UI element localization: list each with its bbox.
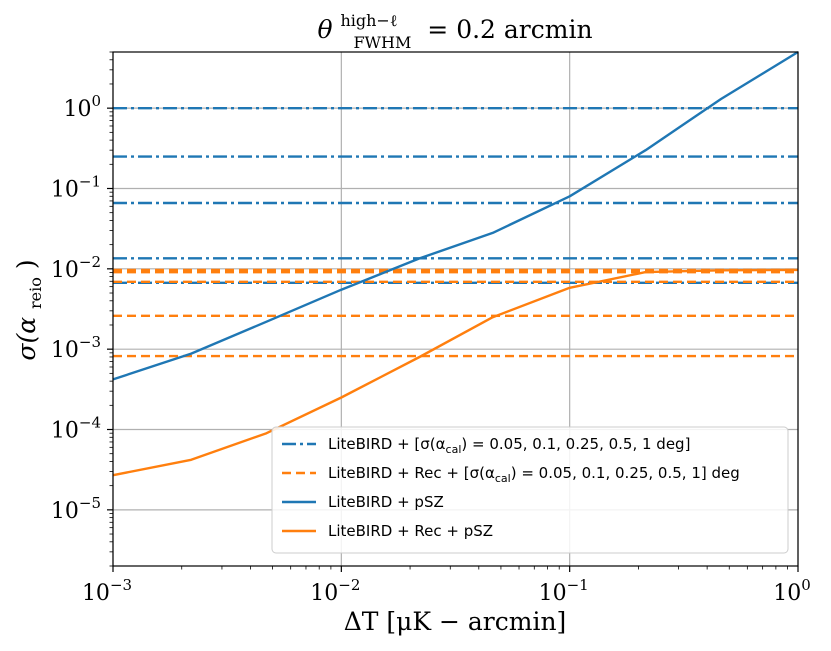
y-tick-base: 10 (63, 97, 91, 122)
x-tick-label: 100 (773, 576, 811, 606)
y-tick-label: 10−5 (51, 494, 101, 524)
y-tick-base: 10 (51, 338, 79, 363)
legend-label-suffix: ) = 0.05, 0.1, 0.25, 0.5, 1 deg] (461, 435, 690, 453)
y-tick-exponent: 0 (91, 92, 101, 110)
x-tick-label: 10−2 (310, 576, 360, 606)
title-symbol: θ (317, 15, 332, 44)
legend-label: LiteBIRD + pSZ (328, 493, 444, 511)
x-tick-base: 10 (82, 581, 110, 606)
y-tick-label: 10−3 (51, 333, 101, 363)
series-line-litebird-rec-psz (112, 268, 799, 477)
y-tick-exponent: −2 (79, 253, 101, 271)
y-tick-exponent: −3 (79, 333, 101, 351)
x-tick-label: 10−3 (82, 576, 132, 606)
title-equals: = 0.2 arcmin (427, 15, 592, 44)
x-tick-exponent: −2 (338, 576, 360, 594)
legend-label-suffix: ) = 0.05, 0.1, 0.25, 0.5, 1] deg (511, 464, 740, 482)
y-axis-label: σ(α reio ) (12, 259, 47, 360)
y-tick-label: 10−2 (51, 253, 101, 283)
chart-title: θ high−ℓ FWHM = 0.2 arcmin (317, 3, 592, 54)
legend-label: LiteBIRD + Rec + [σ(αcal) = 0.05, 0.1, 0… (328, 464, 740, 485)
legend-label-prefix: LiteBIRD + pSZ (328, 493, 444, 511)
data-series (112, 50, 799, 477)
x-tick-exponent: 0 (801, 576, 811, 594)
legend-label: LiteBIRD + Rec + pSZ (328, 522, 493, 540)
x-tick-label: 10−1 (539, 576, 589, 606)
y-tick-base: 10 (51, 177, 79, 202)
x-tick-exponent: −3 (110, 576, 132, 594)
y-tick-base: 10 (51, 499, 79, 524)
legend-label: LiteBIRD + [σ(αcal) = 0.05, 0.1, 0.25, 0… (328, 435, 690, 456)
legend-label-sub: cal (446, 443, 462, 456)
y-label-sigma: σ(α (12, 317, 41, 361)
x-tick-base: 10 (310, 581, 338, 606)
y-label-close: ) (12, 259, 41, 269)
calibration-lines (113, 106, 798, 358)
y-tick-label: 10−1 (51, 172, 101, 202)
x-tick-base: 10 (539, 581, 567, 606)
y-label-sub: reio (26, 277, 45, 309)
y-tick-exponent: −5 (79, 494, 101, 512)
svg-text:σ(α reio ): σ(α reio ) (12, 259, 47, 360)
legend-label-prefix: LiteBIRD + Rec + [σ(α (328, 464, 495, 482)
y-tick-exponent: −4 (79, 414, 101, 432)
title-superscript: high−ℓ (340, 11, 397, 30)
series-line-litebird-psz (112, 50, 799, 381)
x-tick-base: 10 (773, 581, 801, 606)
legend-box (271, 426, 789, 554)
legend-label-prefix: LiteBIRD + [σ(α (328, 435, 446, 453)
title-subscript: FWHM (353, 33, 411, 52)
legend: LiteBIRD + [σ(αcal) = 0.05, 0.1, 0.25, 0… (271, 426, 789, 554)
y-tick-base: 10 (51, 258, 79, 283)
y-tick-base: 10 (51, 419, 79, 444)
legend-label-prefix: LiteBIRD + Rec + pSZ (328, 522, 493, 540)
plot-frame (112, 51, 799, 567)
y-tick-exponent: −1 (79, 172, 101, 190)
y-tick-label: 10−4 (51, 414, 101, 444)
x-axis-label: ΔT [μK − arcmin] (344, 607, 567, 636)
y-tick-label: 100 (63, 92, 101, 122)
x-tick-exponent: −1 (567, 576, 589, 594)
legend-label-sub: cal (495, 472, 511, 485)
